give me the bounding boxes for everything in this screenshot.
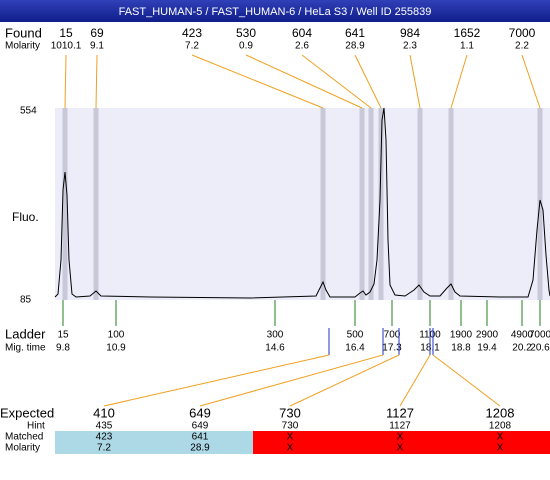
found-molarity: 7.2 <box>185 41 199 52</box>
peak-connector <box>450 54 468 109</box>
expected-molarity: X <box>397 443 404 454</box>
found-molarity: 28.9 <box>345 41 365 52</box>
y-axis-label: Fluo. <box>12 210 39 224</box>
found-molarity: 2.2 <box>515 41 529 52</box>
ladder-time: 19.4 <box>477 343 497 354</box>
peak-band <box>368 108 374 300</box>
ladder-size: 300 <box>267 330 284 341</box>
matched: X <box>497 432 504 443</box>
peak-band <box>62 108 68 300</box>
expected-size: 410 <box>93 405 115 420</box>
found-molarity: 1.1 <box>460 41 474 52</box>
peak-connector <box>191 54 324 109</box>
peak-band <box>378 108 384 300</box>
expected-molarity: X <box>497 443 504 454</box>
ladder-size: 1900 <box>450 330 473 341</box>
peak-band <box>320 108 326 300</box>
ladder-size: 100 <box>108 330 125 341</box>
found-label: Found <box>5 25 42 40</box>
expected-molarity: 28.9 <box>190 443 210 454</box>
expected-label: Expected <box>0 405 54 420</box>
ladder-label: Ladder <box>5 326 46 341</box>
peak-connector <box>301 54 372 109</box>
found-molarity: 2.3 <box>403 41 417 52</box>
found-size: 1652 <box>454 26 481 40</box>
matched: X <box>287 432 294 443</box>
found-molarity: 9.1 <box>90 41 104 52</box>
expected-size: 649 <box>189 405 211 420</box>
ladder-size: 2900 <box>476 330 499 341</box>
found-molarity: 2.6 <box>295 41 309 52</box>
expected-size: 1208 <box>486 405 515 420</box>
expected-connector <box>199 354 384 407</box>
hint: 1208 <box>489 421 512 432</box>
expected-connector <box>432 354 501 407</box>
ladder-time-label: Mig. time <box>5 343 46 354</box>
ladder-size: 15 <box>57 330 69 341</box>
peak-band <box>448 108 454 300</box>
expected-size: 730 <box>279 405 301 420</box>
ladder-size: 7000 <box>529 330 550 341</box>
ladder-size: 4900 <box>511 330 534 341</box>
peak-connector <box>64 54 67 109</box>
title-bar <box>0 0 550 22</box>
unmatched-bg <box>253 431 550 454</box>
hint: 1127 <box>389 421 411 432</box>
expected-connector <box>399 354 431 407</box>
ladder-time: 17.3 <box>382 343 402 354</box>
ladder-time: 10.9 <box>106 343 126 354</box>
found-molarity: 0.9 <box>239 41 253 52</box>
found-size: 15 <box>59 26 73 40</box>
ladder-time: 18.8 <box>451 343 471 354</box>
expected-size: 1127 <box>386 405 414 420</box>
expected-molarity: X <box>287 443 294 454</box>
matched: 641 <box>192 432 209 443</box>
expected-connector <box>103 354 330 407</box>
ladder-time: 9.8 <box>56 343 70 354</box>
found-size: 641 <box>345 26 365 40</box>
hint: 730 <box>282 421 299 432</box>
found-size: 530 <box>236 26 256 40</box>
ladder-time: 14.6 <box>265 343 285 354</box>
plot-area <box>55 108 550 300</box>
found-size: 604 <box>292 26 312 40</box>
peak-connector <box>409 54 421 109</box>
hint: 435 <box>96 421 113 432</box>
found-molarity: 1010.1 <box>51 41 82 52</box>
expected-molarity: 7.2 <box>97 443 111 454</box>
found-size: 69 <box>90 26 104 40</box>
peak-band <box>417 108 423 300</box>
trace <box>54 107 550 299</box>
hint: 649 <box>192 421 209 432</box>
ladder-time: 20.6 <box>530 343 550 354</box>
title: FAST_HUMAN-5 / FAST_HUMAN-6 / HeLa S3 / … <box>119 6 432 18</box>
matched: X <box>397 432 404 443</box>
peak-band <box>359 108 365 300</box>
y-min: 85 <box>20 295 32 306</box>
found-size: 7000 <box>509 26 536 40</box>
peak-connector <box>245 54 363 109</box>
found-size: 423 <box>182 26 202 40</box>
peak-connector <box>354 54 382 109</box>
matched-label: Matched <box>5 432 43 443</box>
ladder-time: 16.4 <box>345 343 365 354</box>
matched: 423 <box>96 432 113 443</box>
ladder-size: 700 <box>384 330 401 341</box>
hint-label: Hint <box>27 421 45 432</box>
matched-bg <box>55 431 253 454</box>
peak-band <box>93 108 99 300</box>
peak-connector <box>521 54 541 109</box>
y-max: 554 <box>20 106 37 117</box>
found-molarity-label: Molarity <box>5 41 40 52</box>
found-size: 984 <box>400 26 420 40</box>
ladder-time: 20.2 <box>512 343 532 354</box>
peak-connector <box>95 54 98 109</box>
ladder-size: 500 <box>347 330 364 341</box>
expected-molarity-label: Molarity <box>5 443 40 454</box>
expected-connector <box>289 354 400 407</box>
